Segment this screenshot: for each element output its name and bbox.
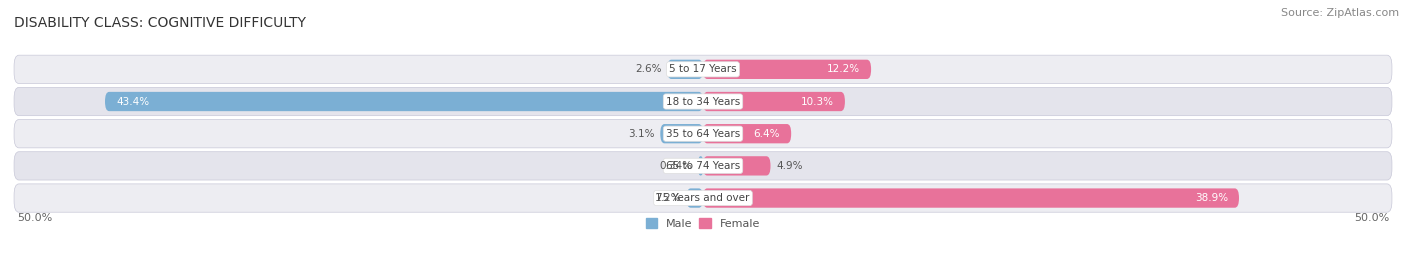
FancyBboxPatch shape — [14, 55, 1392, 83]
Text: 75 Years and over: 75 Years and over — [657, 193, 749, 203]
FancyBboxPatch shape — [661, 124, 703, 143]
FancyBboxPatch shape — [668, 60, 703, 79]
FancyBboxPatch shape — [14, 87, 1392, 116]
FancyBboxPatch shape — [105, 92, 703, 111]
FancyBboxPatch shape — [686, 188, 703, 208]
FancyBboxPatch shape — [703, 60, 872, 79]
FancyBboxPatch shape — [703, 124, 792, 143]
Text: 65 to 74 Years: 65 to 74 Years — [666, 161, 740, 171]
Text: Source: ZipAtlas.com: Source: ZipAtlas.com — [1281, 8, 1399, 18]
Text: 3.1%: 3.1% — [628, 129, 655, 139]
Legend: Male, Female: Male, Female — [647, 218, 759, 229]
Text: 18 to 34 Years: 18 to 34 Years — [666, 97, 740, 107]
FancyBboxPatch shape — [14, 184, 1392, 212]
Text: 43.4%: 43.4% — [117, 97, 149, 107]
Text: 50.0%: 50.0% — [17, 213, 52, 223]
Text: 12.2%: 12.2% — [827, 64, 860, 74]
Text: 35 to 64 Years: 35 to 64 Years — [666, 129, 740, 139]
FancyBboxPatch shape — [14, 119, 1392, 148]
FancyBboxPatch shape — [14, 152, 1392, 180]
Text: 50.0%: 50.0% — [1354, 213, 1389, 223]
FancyBboxPatch shape — [703, 92, 845, 111]
FancyBboxPatch shape — [703, 156, 770, 176]
Text: 1.2%: 1.2% — [654, 193, 681, 203]
Text: 4.9%: 4.9% — [776, 161, 803, 171]
Text: 0.34%: 0.34% — [659, 161, 693, 171]
Text: 6.4%: 6.4% — [754, 129, 780, 139]
Text: 38.9%: 38.9% — [1195, 193, 1227, 203]
FancyBboxPatch shape — [699, 156, 703, 176]
Text: 2.6%: 2.6% — [636, 64, 662, 74]
FancyBboxPatch shape — [703, 188, 1239, 208]
Text: DISABILITY CLASS: COGNITIVE DIFFICULTY: DISABILITY CLASS: COGNITIVE DIFFICULTY — [14, 16, 307, 30]
Text: 10.3%: 10.3% — [801, 97, 834, 107]
Text: 5 to 17 Years: 5 to 17 Years — [669, 64, 737, 74]
